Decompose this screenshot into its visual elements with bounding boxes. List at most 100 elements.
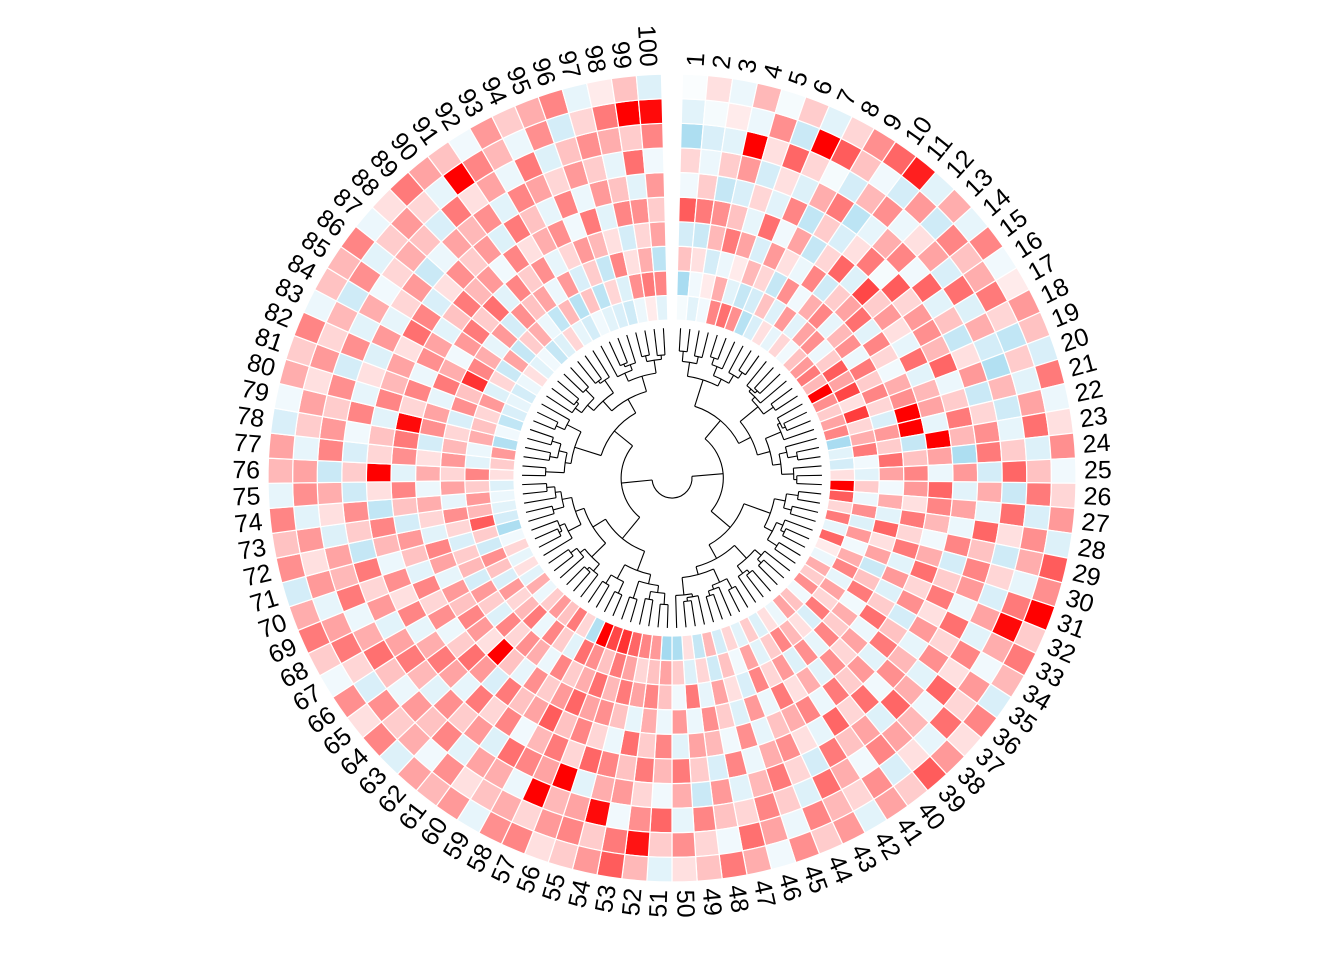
dendrogram-branch [621, 596, 631, 620]
dendrogram-branch [763, 559, 785, 579]
dendrogram-branch [757, 451, 771, 456]
dendrogram-branch [556, 520, 563, 532]
dendrogram-branch [778, 542, 801, 556]
dendrogram-branch [691, 473, 724, 477]
heatmap-cell [618, 123, 644, 153]
sector-label: 50 [671, 889, 700, 918]
heatmap-cell [292, 458, 319, 484]
heatmap-cell [1025, 482, 1052, 508]
heatmap-cell [439, 465, 466, 482]
dendrogram-branch [709, 334, 718, 357]
dendrogram-branch [534, 528, 558, 540]
dendrogram-branch [635, 332, 643, 357]
dendrogram-branch [682, 360, 697, 365]
dendrogram-branch [754, 549, 762, 556]
heatmap-cell [706, 753, 730, 782]
dendrogram-branch [744, 355, 760, 376]
sector-label: 27 [1080, 508, 1111, 539]
heatmap-cell [621, 853, 650, 882]
dendrogram-branch [743, 503, 771, 514]
dendrogram-branch [603, 591, 616, 613]
heatmap-cell [694, 853, 723, 882]
heatmap-cell [341, 461, 368, 483]
dendrogram-branch [776, 521, 784, 526]
dendrogram-branch [536, 411, 559, 423]
dendrogram-branch [574, 446, 602, 457]
heatmap-cell [1049, 482, 1077, 510]
dendrogram-branch [591, 542, 607, 558]
dendrogram-branch [556, 425, 565, 431]
dendrogram-branch [554, 422, 559, 430]
dendrogram-branch [774, 498, 786, 502]
dendrogram-branch [739, 421, 758, 456]
dendrogram-branch [557, 528, 562, 537]
dendrogram-branch [701, 332, 709, 358]
heatmap-cell [632, 221, 653, 250]
dendrogram-branch [746, 361, 767, 386]
dendrogram-branch [529, 428, 554, 438]
heatmap-cell [1040, 382, 1071, 414]
sector-label: 28 [1076, 533, 1108, 565]
heatmap-cell [902, 464, 929, 482]
dendrogram-branch [624, 362, 636, 368]
heatmap-cell [365, 462, 392, 483]
dendrogram-branch [627, 398, 637, 414]
dendrogram-branch [525, 505, 553, 513]
sector-label: 4 [758, 61, 789, 81]
dendrogram-branch [573, 398, 580, 406]
dendrogram-branch [548, 452, 552, 461]
dendrogram-branch [798, 490, 822, 495]
heatmap-cell [950, 443, 978, 465]
dendrogram-branch [638, 580, 659, 587]
dendrogram-branch [554, 486, 557, 498]
heatmap-cell [267, 457, 294, 484]
heatmap-cell [653, 733, 673, 760]
dendrogram-branch [616, 564, 626, 579]
dendrogram-branch [533, 420, 555, 431]
dendrogram-branch [595, 378, 602, 384]
dendrogram-branch [648, 599, 654, 627]
heatmap-cell [630, 780, 654, 809]
dendrogram-branch [648, 591, 652, 600]
heatmap-cell [269, 407, 300, 437]
dendrogram-branch [600, 412, 637, 456]
dendrogram-branch [789, 506, 793, 514]
sector-label: 53 [590, 883, 622, 915]
heatmap-cell [440, 492, 468, 511]
heatmap-cell [415, 480, 442, 498]
heatmap-cell [629, 197, 650, 226]
dendrogram-branch [641, 354, 650, 358]
dendrogram-branch [758, 559, 765, 566]
dendrogram-branch [757, 558, 762, 564]
heatmap-cell [653, 270, 668, 297]
heatmap-cell [975, 440, 1003, 464]
dendrogram-branch [538, 535, 562, 548]
dendrogram-branch [626, 334, 637, 364]
dendrogram-branch [766, 522, 778, 540]
dendrogram-branch [686, 595, 699, 599]
heatmap-cell [1001, 459, 1028, 484]
dendrogram-branch [646, 358, 662, 363]
heatmap-cell [365, 481, 393, 502]
heatmap-cell [647, 831, 673, 859]
dendrogram-branch [620, 445, 641, 518]
dendrogram-branch [629, 599, 638, 623]
dendrogram-branch [764, 550, 791, 572]
dendrogram-branch [552, 440, 562, 445]
heatmap-cell [658, 659, 673, 686]
dendrogram-branch [549, 456, 558, 459]
heatmap-cell [415, 494, 444, 514]
dendrogram-branch [694, 379, 704, 407]
dendrogram-branch [543, 537, 573, 556]
heatmap-cell [391, 496, 419, 518]
heatmap-cell [679, 147, 702, 175]
dendrogram-branch [675, 593, 693, 597]
dendrogram-branch [645, 355, 648, 362]
sector-label: 100 [632, 24, 662, 67]
dendrogram-branch [545, 483, 548, 492]
dendrogram-branch [570, 367, 589, 388]
heatmap-cell [671, 684, 688, 711]
dendrogram-branch [705, 596, 715, 623]
dendrogram-branch [712, 366, 718, 376]
